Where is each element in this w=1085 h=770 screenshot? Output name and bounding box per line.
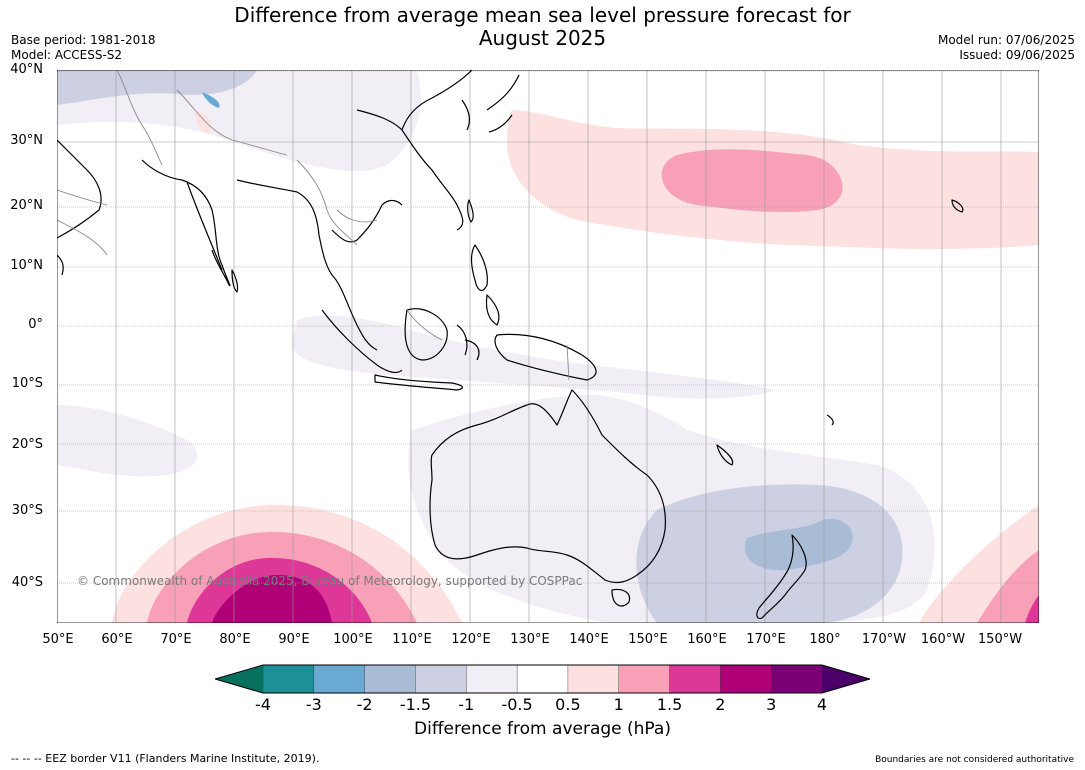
lon-label-170w: 170°W [861, 632, 907, 647]
colorbar-swatch [669, 664, 721, 694]
title-line-2: August 2025 [478, 26, 607, 50]
lon-label-70e: 70°E [160, 632, 192, 647]
colorbar-tick-label: -3 [305, 695, 322, 714]
lat-label-10s: 10°S [11, 376, 43, 391]
lon-label-50e: 50°E [42, 632, 74, 647]
colorbar-tick-label: -1 [458, 695, 475, 714]
meta-left: Base period: 1981-2018 Model: ACCESS-S2 [11, 33, 156, 63]
lon-label-80e: 80°E [219, 632, 251, 647]
colorbar-tick-label: 1 [613, 695, 624, 714]
colorbar-tick-label: -0.5 [501, 695, 533, 714]
lon-label-180: 180° [809, 632, 841, 647]
colorbar-tick-label: -2 [356, 695, 373, 714]
colorbar-swatch [516, 664, 569, 694]
pressure-anomaly-map: © Commonwealth of Australia 2025, Bureau… [57, 70, 1039, 623]
lon-label-120e: 120°E [451, 632, 491, 647]
colorbar-label: Difference from average (hPa) [414, 719, 671, 739]
lon-label-100e: 100°E [333, 632, 373, 647]
colorbar-swatch [415, 664, 467, 694]
eez-border-note: -- -- -- EEZ border V11 (Flanders Marine… [11, 752, 320, 765]
colorbar-swatch [720, 664, 772, 694]
base-period-text: Base period: 1981-2018 [11, 33, 156, 47]
colorbar [215, 664, 870, 694]
colorbar-swatch [770, 664, 823, 694]
copyright-text: © Commonwealth of Australia 2025, Bureau… [77, 574, 582, 588]
colorbar-tick-label: 0.5 [555, 695, 581, 714]
lon-label-60e: 60°E [101, 632, 133, 647]
title-line-1: Difference from average mean sea level p… [234, 3, 851, 27]
lat-label-40n: 40°N [10, 62, 43, 77]
lon-label-140e: 140°E [569, 632, 609, 647]
lon-label-90e: 90°E [278, 632, 310, 647]
issued-text: Issued: 09/06/2025 [959, 48, 1075, 62]
lon-label-170e: 170°E [746, 632, 786, 647]
lat-label-10n: 10°N [10, 258, 43, 273]
colorbar-under-arrow [215, 665, 263, 693]
boundaries-disclaimer: Boundaries are not considered authoritat… [875, 755, 1074, 765]
colorbar-tick-label: 3 [766, 695, 777, 714]
colorbar-tick-label: -4 [255, 695, 271, 714]
lat-label-30n: 30°N [10, 133, 43, 148]
colorbar-over-arrow [822, 665, 870, 693]
map-title: Difference from average mean sea level p… [0, 4, 1085, 50]
colorbar-swatch [567, 664, 620, 694]
graticule [57, 70, 1039, 623]
colorbar-tick-label: 4 [816, 695, 828, 714]
lon-label-110e: 110°E [392, 632, 432, 647]
lon-label-130e: 130°E [510, 632, 550, 647]
anomaly-fields [57, 70, 1039, 623]
colorbar-swatch [618, 664, 671, 694]
colorbar-tick-label: -1.5 [399, 695, 432, 714]
lon-label-160w: 160°W [920, 632, 966, 647]
lon-label-150e: 150°E [628, 632, 668, 647]
model-text: Model: ACCESS-S2 [11, 48, 123, 62]
lon-label-150w: 150°W [977, 632, 1023, 647]
coastlines [57, 70, 964, 620]
political-borders [57, 70, 570, 381]
meta-right: Model run: 07/06/2025 Issued: 09/06/2025 [938, 33, 1075, 63]
lon-label-160e: 160°E [687, 632, 727, 647]
colorbar-swatch [364, 664, 417, 694]
model-run-text: Model run: 07/06/2025 [937, 33, 1075, 47]
colorbar-swatches [262, 664, 823, 694]
colorbar-tick-label: 2 [715, 695, 726, 714]
lat-label-20n: 20°N [10, 198, 43, 213]
colorbar-swatch [313, 664, 366, 694]
lat-label-0: 0° [28, 317, 43, 332]
colorbar-tick-label: 1.5 [656, 695, 683, 714]
lat-label-20s: 20°S [11, 437, 43, 452]
lat-label-40s: 40°S [11, 575, 43, 590]
colorbar-swatch [466, 664, 518, 694]
lat-label-30s: 30°S [11, 503, 43, 518]
colorbar-swatch [262, 664, 315, 694]
